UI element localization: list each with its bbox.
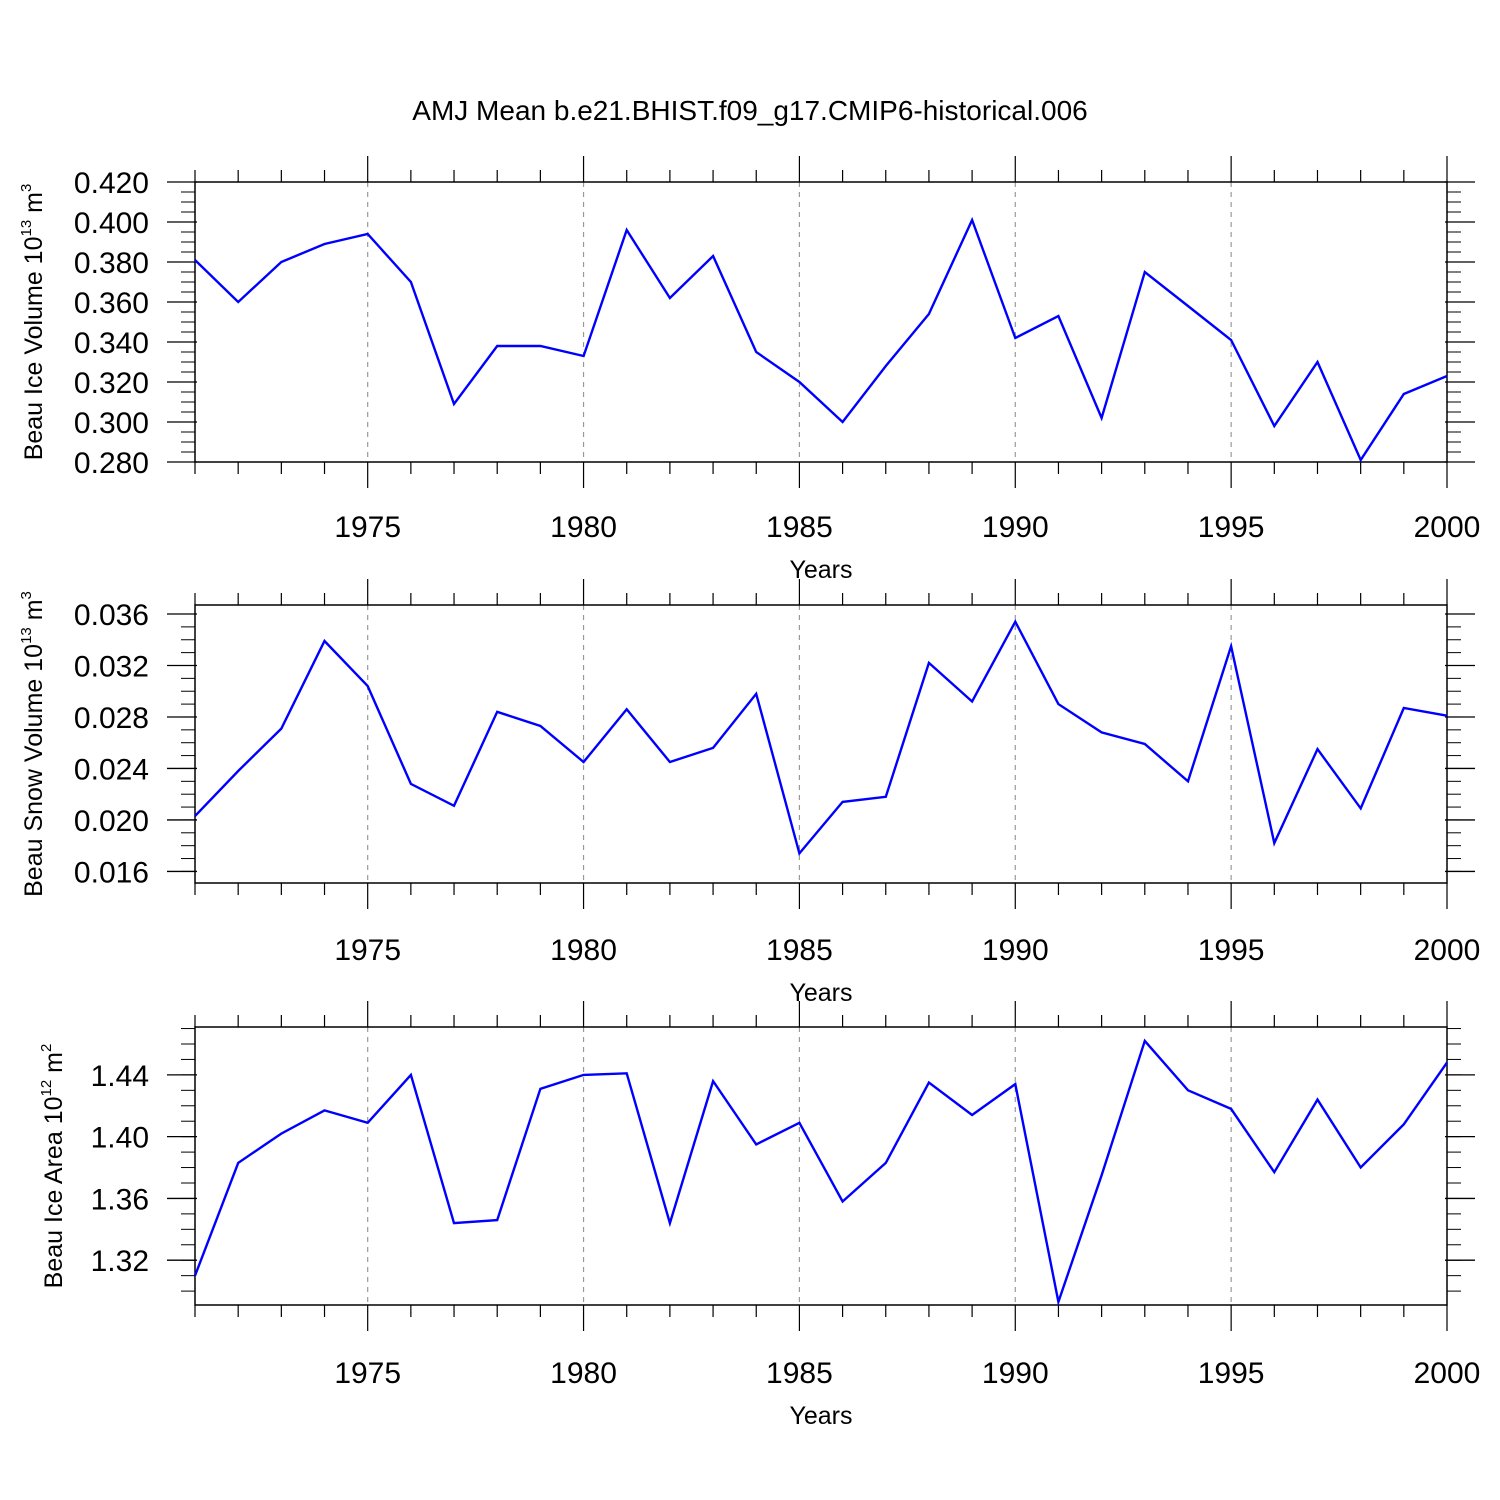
- panel-1: 0.420 0.400 0.380 0.360 0.340 0.320 0.300 0.280…: [18, 156, 1480, 584]
- series-line: [193, 1038, 1448, 1307]
- y-tick-label: 1.32: [91, 1245, 149, 1278]
- x-tick-label: 1980: [550, 511, 617, 544]
- y-tick-label: 1.36: [91, 1183, 149, 1216]
- y-tick-label: 1.44: [91, 1060, 149, 1093]
- y-tick-label: 0.024: [74, 753, 149, 786]
- x-axis-label: Years: [789, 1402, 852, 1430]
- x-tick-label: 1980: [550, 1357, 617, 1390]
- x-tick-label: 1980: [550, 934, 617, 967]
- x-tick-label: 1975: [334, 1357, 401, 1390]
- y-axis-label: Beau Snow Volume 1013 m3: [18, 591, 48, 897]
- y-axis-label: Beau Ice Area 1012 m2: [38, 1044, 68, 1289]
- y-tick-label: 0.028: [74, 702, 149, 735]
- plot-frame: [194, 181, 1448, 463]
- x-tick-label: 1985: [766, 1357, 833, 1390]
- y-tick-label: 0.016: [74, 856, 149, 889]
- x-tick-label: 2000: [1414, 511, 1481, 544]
- x-tick-label: 2000: [1414, 934, 1481, 967]
- y-tick-label: 1.40: [91, 1122, 149, 1155]
- x-tick-label: 1975: [334, 934, 401, 967]
- x-tick-label: 1985: [766, 511, 833, 544]
- plot-frame: [194, 1026, 1448, 1306]
- plot-frame: [194, 604, 1448, 884]
- panel-3: 1.44 1.40 1.36 1.32 1975 1980 1985 1990 1995 2000…: [38, 1001, 1480, 1430]
- panel-2: 0.036 0.032 0.028 0.024 0.020 0.016 1975 1980 19…: [18, 579, 1480, 1007]
- x-tick-label: 1995: [1198, 511, 1265, 544]
- y-tick-label: 0.380: [74, 247, 149, 280]
- y-tick-label: 0.420: [74, 167, 149, 200]
- x-tick-label: 1995: [1198, 1357, 1265, 1390]
- y-axis-label: Beau Ice Volume 1013 m3: [18, 184, 48, 461]
- y-tick-label: 0.360: [74, 287, 149, 320]
- y-tick-label: 0.400: [74, 207, 149, 240]
- y-tick-label: 0.020: [74, 805, 149, 838]
- x-tick-label: 1990: [982, 1357, 1049, 1390]
- y-tick-label: 0.300: [74, 407, 149, 440]
- y-tick-label: 0.340: [74, 327, 149, 360]
- x-tick-label: 1990: [982, 511, 1049, 544]
- y-tick-label: 0.320: [74, 367, 149, 400]
- chart-title: AMJ Mean b.e21.BHIST.f09_g17.CMIP6-histo…: [412, 95, 1087, 126]
- x-tick-label: 1995: [1198, 934, 1265, 967]
- series-line: [194, 216, 1448, 463]
- y-tick-label: 0.280: [74, 447, 149, 480]
- x-tick-label: 1990: [982, 934, 1049, 967]
- y-tick-label: 0.036: [74, 599, 149, 632]
- series-line: [194, 619, 1448, 856]
- x-tick-label: 1985: [766, 934, 833, 967]
- y-tick-label: 0.032: [74, 650, 149, 683]
- x-tick-label: 2000: [1414, 1357, 1481, 1390]
- x-tick-label: 1975: [334, 511, 401, 544]
